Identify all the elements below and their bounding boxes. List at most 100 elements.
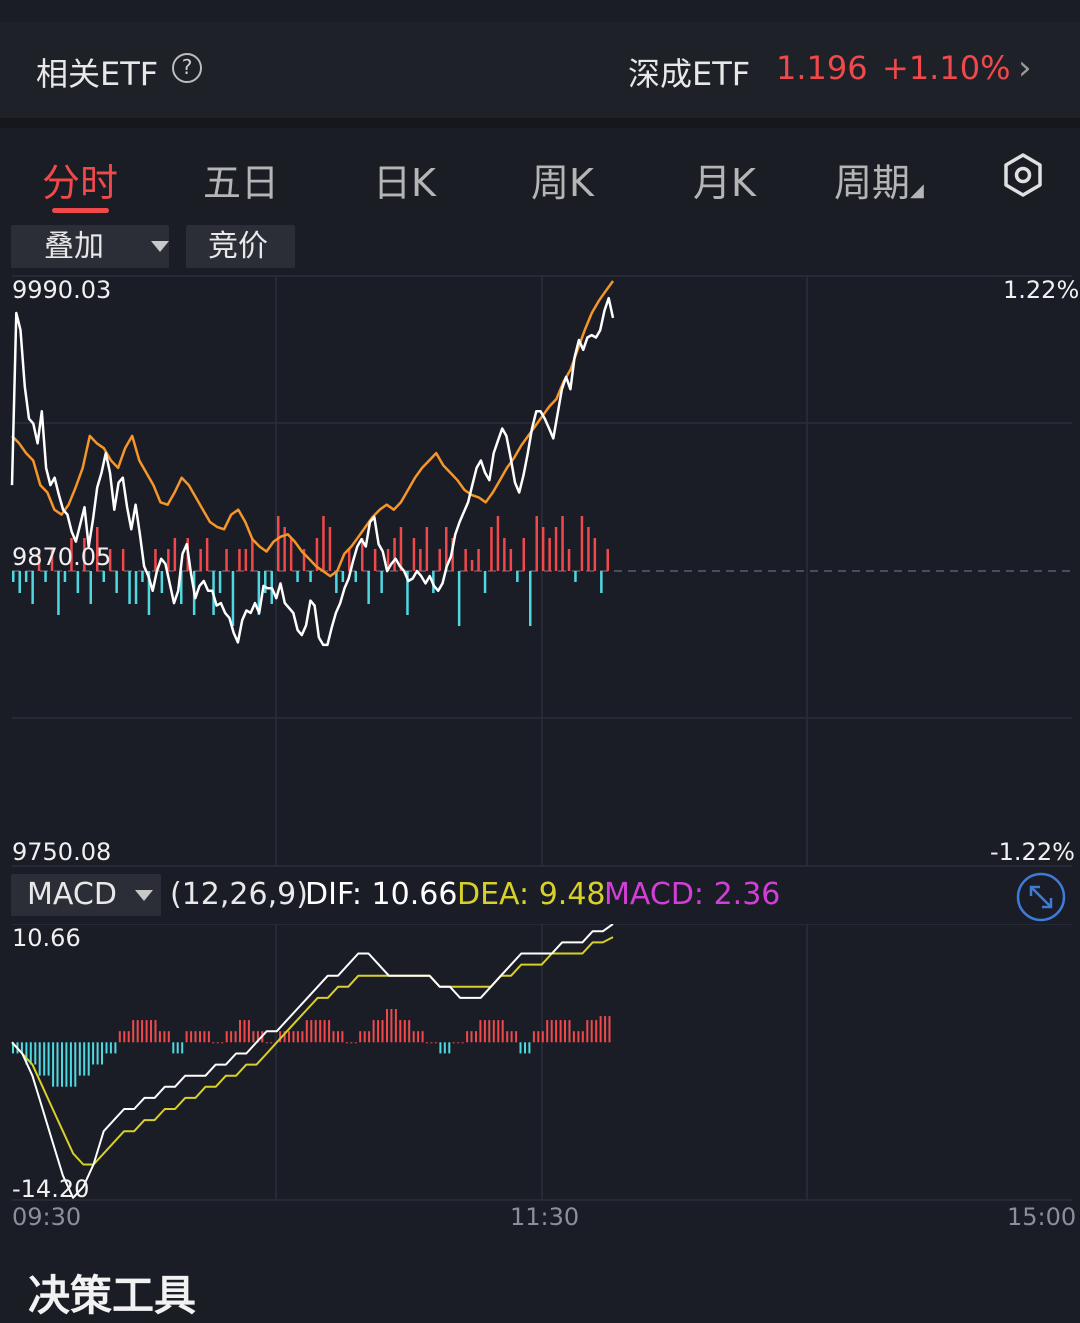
macd-hist-bar <box>337 1031 339 1043</box>
volume-bar <box>296 571 299 582</box>
chart-panel <box>0 220 1080 1287</box>
volume-bar <box>367 571 370 604</box>
macd-hist-bar <box>12 1042 14 1054</box>
macd-hist-bar <box>105 1042 108 1054</box>
volume-bar <box>50 549 54 571</box>
volume-bar <box>561 516 564 571</box>
macd-hist-bar <box>381 1020 384 1043</box>
volume-bar <box>567 549 571 571</box>
volume-bar <box>419 549 422 571</box>
macd-hist-bar <box>288 1031 290 1043</box>
volume-bar <box>37 549 41 571</box>
macd-hist-bar <box>87 1042 90 1076</box>
chevron-right-icon[interactable]: › <box>1018 48 1032 88</box>
related-etf-bar[interactable]: 相关ETF ? 深成ETF 1.196 +1.10% › <box>0 22 1080 118</box>
volume-bar <box>199 549 202 571</box>
macd-hist-bar <box>158 1031 161 1043</box>
macd-hist-bar <box>190 1031 193 1043</box>
volume-bar <box>205 538 209 571</box>
macd-hist-bar <box>510 1031 513 1043</box>
macd-hist-bar <box>412 1031 415 1043</box>
macd-hist-bar <box>52 1042 55 1087</box>
chart-canvas <box>10 275 1072 1201</box>
volume-bar <box>89 571 92 604</box>
volume-bar <box>83 538 86 571</box>
macd-hist-bar <box>101 1042 103 1065</box>
expand-icon[interactable] <box>1016 872 1066 922</box>
macd-hist-bar <box>515 1031 518 1043</box>
auction-toggle[interactable]: 竞价 <box>186 225 295 268</box>
tab-day-k[interactable]: 日K <box>373 161 436 205</box>
macd-hist-bar <box>372 1020 375 1043</box>
pct-axis-top: 1.22% <box>1003 276 1080 304</box>
volume-bar <box>277 516 280 571</box>
indicator-label: MACD <box>27 877 117 912</box>
price-lines <box>10 280 615 647</box>
macd-hist-bar <box>328 1020 331 1043</box>
caret-down-icon: ◢ <box>910 180 924 201</box>
volume-bar <box>600 571 603 593</box>
section-divider <box>0 118 1080 128</box>
macd-hist-bar <box>466 1031 469 1043</box>
macd-hist-bar <box>172 1042 175 1054</box>
macd-hist-bar <box>519 1042 522 1054</box>
macd-hist-bar <box>541 1031 544 1043</box>
volume-bar <box>412 538 416 571</box>
volume-bar <box>57 571 60 615</box>
etf-fund-price: 1.196 <box>776 49 868 87</box>
volume-bar <box>31 571 34 604</box>
volume-bar <box>154 549 157 571</box>
macd-hist-bar <box>586 1020 589 1043</box>
overlay-dropdown[interactable]: 叠加 <box>11 225 169 268</box>
macd-hist-bar <box>61 1042 63 1087</box>
macd-hist-bar <box>577 1031 580 1043</box>
volume-bar <box>522 538 525 571</box>
macd-hist-bar <box>590 1020 593 1043</box>
macd-hist-bar <box>234 1031 237 1043</box>
macd-hist-bar <box>29 1042 32 1065</box>
macd-hist-bar <box>203 1031 206 1043</box>
overlay-label: 叠加 <box>44 229 104 264</box>
tab-intraday[interactable]: 分时 <box>42 161 119 205</box>
volume-bar <box>574 571 577 582</box>
volume-bar <box>63 571 67 582</box>
macd-hist-bar <box>25 1042 28 1065</box>
volume-bar <box>12 571 15 582</box>
volume-bar <box>18 571 21 593</box>
macd-hist-bar <box>96 1042 99 1065</box>
chevron-down-icon <box>135 890 153 901</box>
macd-hist-bar <box>314 1020 317 1043</box>
volume-bar <box>180 571 183 604</box>
macd-hist-bar <box>399 1020 402 1043</box>
tab-month-k[interactable]: 月K <box>693 161 756 205</box>
macd-hist-bar <box>426 1042 428 1044</box>
macd-hist-bar <box>461 1042 464 1044</box>
volume-bar <box>477 549 480 571</box>
related-etf-label: 相关ETF <box>36 55 159 93</box>
time-label-midday: 11:30 <box>510 1203 580 1231</box>
volume-bar <box>115 571 118 593</box>
macd-hist-bar <box>310 1020 313 1043</box>
volume-bar <box>593 538 597 571</box>
settings-gear-icon[interactable] <box>1000 152 1046 198</box>
macd-hist-bar <box>394 1009 397 1043</box>
volume-bar <box>490 527 493 571</box>
macd-hist-bar <box>181 1042 184 1054</box>
macd-hist-bar <box>546 1020 549 1043</box>
volume-bar <box>464 549 467 571</box>
volume-bar <box>386 549 390 571</box>
macd-hist-bar <box>492 1020 495 1043</box>
tab-five-day[interactable]: 五日 <box>203 161 280 205</box>
dea-line <box>11 936 614 1166</box>
tab-period[interactable]: 周期◢ <box>834 152 924 207</box>
help-icon[interactable]: ? <box>172 53 202 83</box>
macd-axis-bottom: -14.20 <box>12 1175 90 1203</box>
macd-hist-bar <box>345 1042 348 1044</box>
macd-hist-bar <box>350 1042 353 1044</box>
macd-hist-bar <box>483 1020 486 1043</box>
macd-hist-bar <box>141 1020 144 1043</box>
macd-hist-bar <box>386 1009 388 1043</box>
macd-hist-bar <box>78 1042 81 1076</box>
tab-week-k[interactable]: 周K <box>531 161 594 205</box>
indicator-dropdown[interactable]: MACD <box>11 874 161 916</box>
